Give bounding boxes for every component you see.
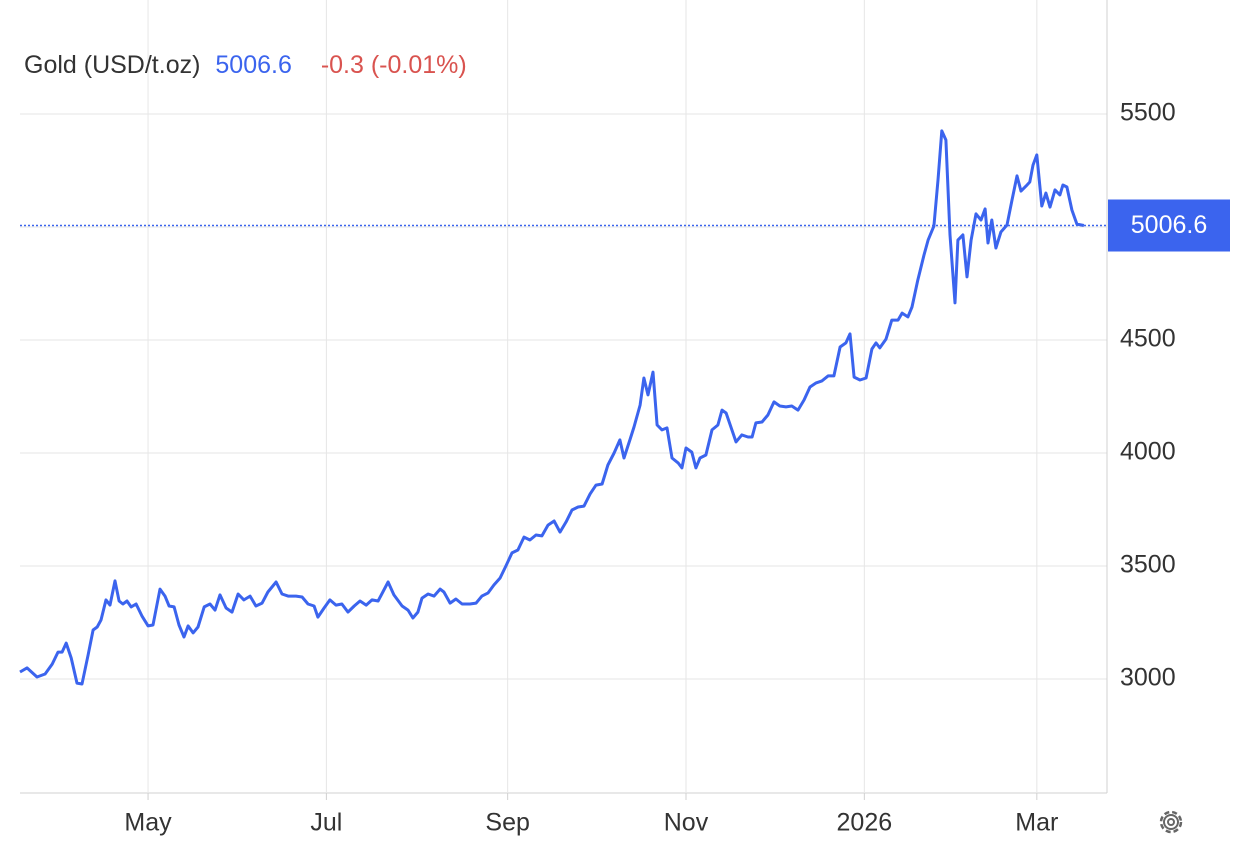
x-tick-label: May: [124, 809, 172, 837]
y-tick-label: 3000: [1120, 664, 1176, 692]
header-change: -0.3 (-0.01%): [321, 51, 467, 79]
x-tick-label: Sep: [485, 809, 529, 837]
y-tick-label: 5500: [1120, 99, 1176, 127]
x-tick-label: Nov: [664, 809, 709, 837]
x-tick-label: Jul: [310, 809, 342, 837]
y-tick-label: 3500: [1120, 551, 1176, 579]
y-tick-label: 4000: [1120, 438, 1176, 466]
gear-ring: [1163, 814, 1179, 830]
header-last: 5006.6: [215, 51, 291, 79]
header: Gold (USD/t.oz) 5006.6 -0.3 (-0.01%): [24, 51, 467, 79]
settings-icon[interactable]: [1159, 810, 1183, 834]
x-tick-label: 2026: [837, 809, 893, 837]
price-line: [19, 129, 1085, 686]
x-tick-label: Mar: [1015, 809, 1058, 837]
grid: 300035004000450050005500MayJulSepNov2026…: [20, 0, 1176, 837]
header-title: Gold (USD/t.oz): [24, 51, 200, 79]
plot: 5006.6: [19, 129, 1230, 686]
last-value-label: 5006.6: [1131, 211, 1207, 239]
gear-hub: [1167, 818, 1175, 826]
y-tick-label: 4500: [1120, 325, 1176, 353]
gear-teeth: [1159, 810, 1183, 834]
last-value-box: [1108, 199, 1230, 252]
